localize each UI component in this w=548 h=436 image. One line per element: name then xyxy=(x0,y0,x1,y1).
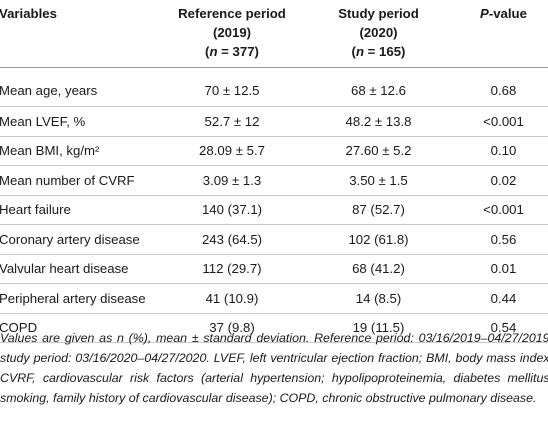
row-reference-value: 41 (10.9) xyxy=(161,283,303,314)
table-footnote: Values are given as n (%), mean ± standa… xyxy=(0,331,548,405)
header-variables-label: Variables xyxy=(0,6,57,21)
row-label: COPD xyxy=(0,313,161,343)
header-p-value: P-value xyxy=(454,0,548,68)
row-reference-value: 140 (37.1) xyxy=(161,195,303,225)
row-study-value: 68 ± 12.6 xyxy=(303,67,454,107)
row-label: Heart failure xyxy=(0,195,161,225)
table-row: Valvular heart disease 112 (29.7) 68 (41.2… xyxy=(0,254,548,284)
row-p-value: 0.44 xyxy=(454,283,548,314)
row-label: Mean number of CVRF xyxy=(0,165,161,196)
row-p-value: 0.68 xyxy=(454,67,548,107)
header-row: Variables Reference period (2019) (n = 3… xyxy=(0,0,548,68)
row-label: Mean age, years xyxy=(0,67,161,107)
header-reference-line2: (2019) xyxy=(212,25,252,40)
row-label: Coronary artery disease xyxy=(0,224,161,255)
row-label: Peripheral artery disease xyxy=(0,283,161,314)
table-body: Mean age, years 70 ± 12.5 68 ± 12.6 0.68 Mea… xyxy=(0,67,548,343)
header-study-line2: (2020) xyxy=(359,25,398,40)
table-row: Mean LVEF, % 52.7 ± 12 48.2 ± 13.8 <0.001 xyxy=(0,106,548,137)
header-p-rest: -value xyxy=(488,6,527,21)
row-reference-value: 70 ± 12.5 xyxy=(161,67,303,107)
row-study-value: 27.60 ± 5.2 xyxy=(303,136,454,166)
row-p-value: 0.56 xyxy=(454,224,548,255)
table-container: Variables Reference period (2019) (n = 3… xyxy=(0,0,548,343)
header-study-n-open: ( xyxy=(351,44,356,59)
patient-characteristics-table: Variables Reference period (2019) (n = 3… xyxy=(0,0,548,343)
header-study-n-var: n xyxy=(355,44,365,59)
header-reference-period: Reference period (2019) (n = 377) xyxy=(161,0,303,68)
row-label: Valvular heart disease xyxy=(0,254,161,284)
table-row: COPD 37 (9.8) 19 (11.5) 0.54 xyxy=(0,313,548,343)
row-study-value: 102 (61.8) xyxy=(303,224,454,255)
header-study-n: (n = 165) xyxy=(307,42,450,61)
table-row: Heart failure 140 (37.1) 87 (52.7) <0.001 xyxy=(0,195,548,225)
row-p-value: 0.10 xyxy=(454,136,548,166)
table-row: Mean age, years 70 ± 12.5 68 ± 12.6 0.68 xyxy=(0,67,548,107)
header-study-n-rest: = 165) xyxy=(364,44,406,59)
row-p-value: <0.001 xyxy=(454,106,548,137)
header-reference-n-rest: = 377) xyxy=(217,44,259,59)
row-study-value: 19 (11.5) xyxy=(303,313,454,343)
row-reference-value: 52.7 ± 12 xyxy=(161,106,303,137)
row-p-value: 0.02 xyxy=(454,165,548,196)
header-p-letter: P xyxy=(480,6,489,21)
row-p-value: 0.01 xyxy=(454,254,548,284)
header-reference-line1: Reference period xyxy=(178,6,286,21)
row-p-value: 0.54 xyxy=(454,313,548,343)
row-study-value: 48.2 ± 13.8 xyxy=(303,106,454,137)
header-study-period: Study period (2020) (n = 165) xyxy=(303,0,454,68)
row-reference-value: 243 (64.5) xyxy=(161,224,303,255)
row-study-value: 14 (8.5) xyxy=(303,283,454,314)
header-study-line1: Study period xyxy=(338,6,419,21)
header-variables: Variables xyxy=(0,0,161,68)
table-header: Variables Reference period (2019) (n = 3… xyxy=(0,0,548,68)
row-study-value: 3.50 ± 1.5 xyxy=(303,165,454,196)
table-row: Mean BMI, kg/m² 28.09 ± 5.7 27.60 ± 5.2 0.1… xyxy=(0,136,548,166)
row-label: Mean LVEF, % xyxy=(0,106,161,137)
header-reference-n-open: ( xyxy=(205,44,210,59)
row-study-value: 68 (41.2) xyxy=(303,254,454,284)
row-reference-value: 37 (9.8) xyxy=(161,313,303,343)
table-row: Peripheral artery disease 41 (10.9) 14 (8.… xyxy=(0,283,548,314)
row-reference-value: 112 (29.7) xyxy=(161,254,303,284)
row-reference-value: 3.09 ± 1.3 xyxy=(161,165,303,196)
row-label: Mean BMI, kg/m² xyxy=(0,136,161,166)
table-row: Mean number of CVRF 3.09 ± 1.3 3.50 ± 1.5 0… xyxy=(0,165,548,196)
row-p-value: <0.001 xyxy=(454,195,548,225)
row-study-value: 87 (52.7) xyxy=(303,195,454,225)
header-reference-n-var: n xyxy=(209,44,218,59)
table-row: Coronary artery disease 243 (64.5) 102 (61… xyxy=(0,224,548,255)
row-reference-value: 28.09 ± 5.7 xyxy=(161,136,303,166)
header-reference-n: (n = 377) xyxy=(165,42,299,61)
